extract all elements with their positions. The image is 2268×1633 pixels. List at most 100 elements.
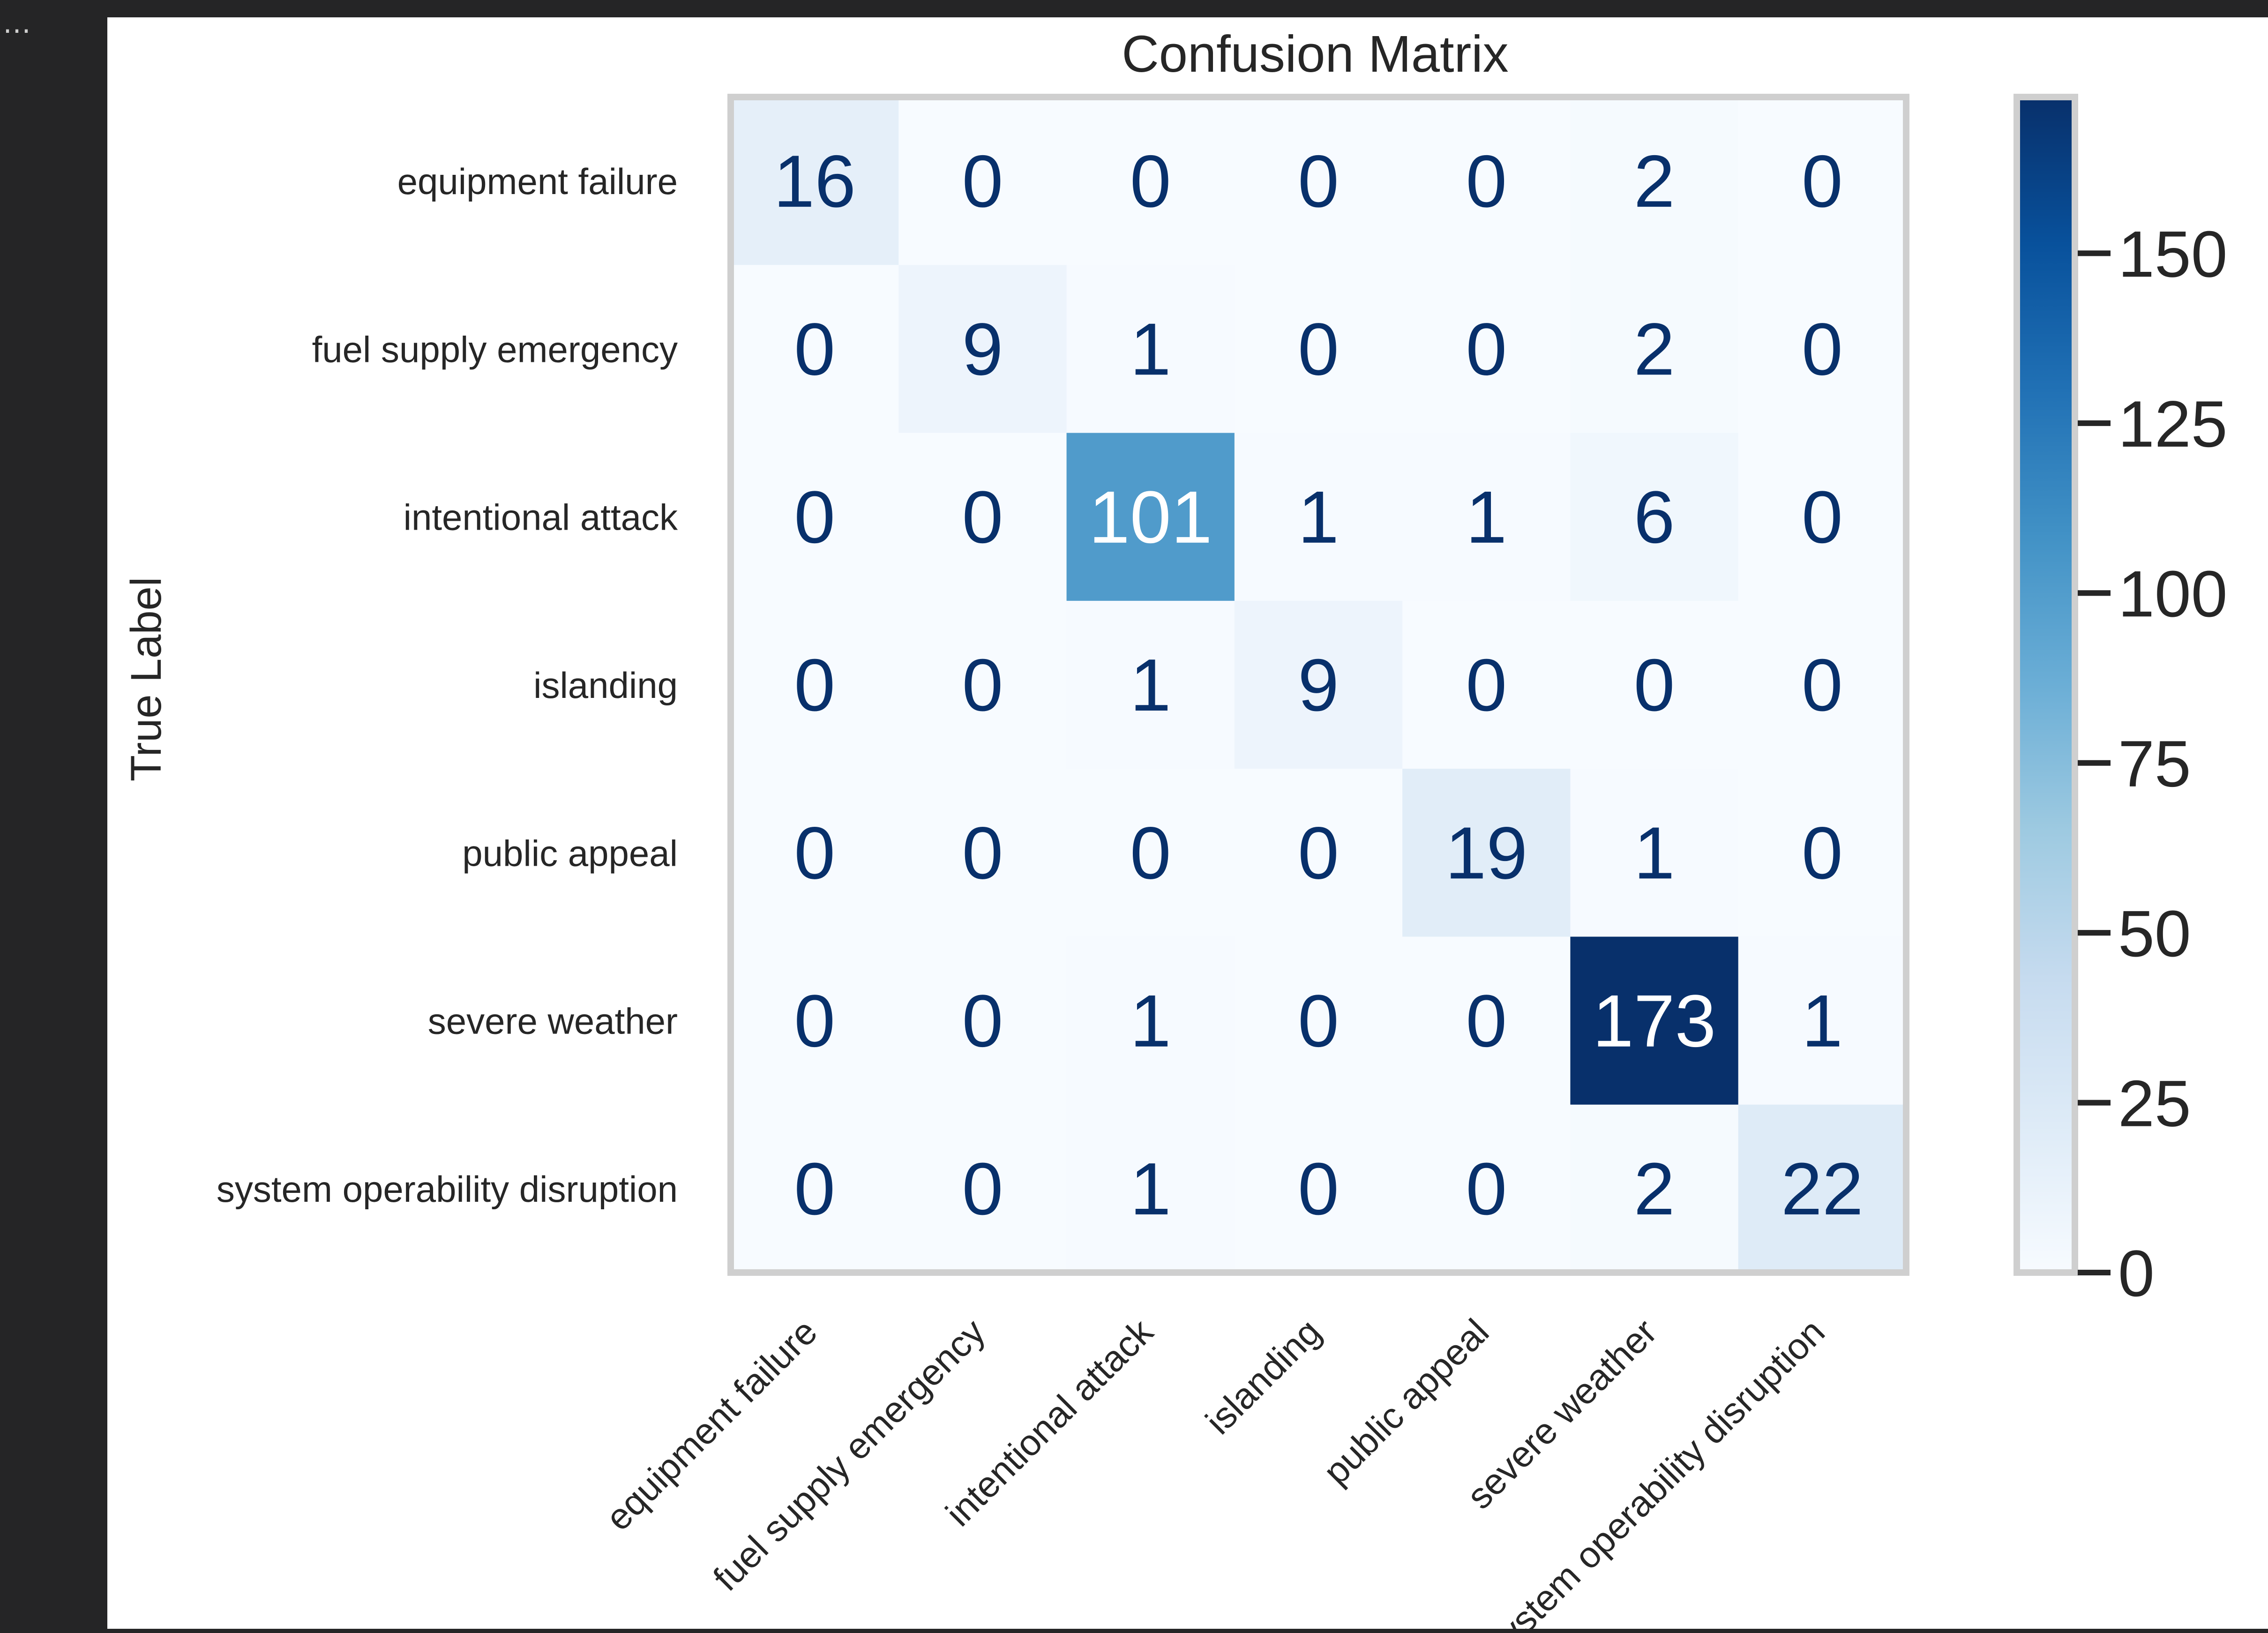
heatmap-cell	[1738, 600, 1907, 769]
colorbar-tick-label: 50	[2118, 897, 2191, 970]
heatmap-cell	[1738, 433, 1907, 601]
cell-value-label: 0	[1298, 980, 1339, 1063]
heatmap-cell	[898, 600, 1067, 769]
cell-value-label: 0	[962, 1148, 1003, 1230]
heatmap-cell	[1570, 97, 1739, 265]
cell-value-label: 1	[1130, 644, 1171, 727]
heatmap-cell	[1066, 769, 1235, 937]
y-tick-label: severe weather	[428, 1001, 678, 1042]
cell-value-label: 0	[794, 644, 835, 727]
cell-value-label: 1	[1298, 476, 1339, 559]
cell-value-label: 6	[1634, 476, 1675, 559]
heatmap-cell	[1234, 1104, 1403, 1273]
overflow-menu-icon[interactable]: …	[3, 7, 33, 40]
colorbar-tick-label: 150	[2118, 217, 2228, 291]
colorbar-tick-label: 25	[2118, 1067, 2191, 1140]
cell-value-label: 0	[1634, 644, 1675, 727]
cell-value-label: 1	[1130, 1148, 1171, 1230]
cell-value-label: 0	[1130, 140, 1171, 223]
heatmap-cell	[1234, 769, 1403, 937]
plot-output-panel: Confusion Matrix True Label 16 0 0 0 0 2 0 0 9 1 0…	[107, 17, 2268, 1629]
cell-value-label: 0	[794, 812, 835, 894]
heatmap-cell	[1234, 600, 1403, 769]
confusion-matrix-chart: Confusion Matrix True Label 16 0 0 0 0 2 00 9 1 0…	[122, 25, 2228, 1629]
colorbar-ticks: 0 25 50 75 100 125 150	[2078, 217, 2228, 1310]
heatmap-cell	[1570, 1104, 1739, 1273]
cell-value-label: 0	[1466, 140, 1507, 223]
cell-value-label: 0	[1298, 812, 1339, 894]
cell-value-label: 0	[794, 980, 835, 1063]
heatmap-cell	[1066, 1104, 1235, 1273]
heatmap-cell	[1066, 97, 1235, 265]
heatmap-cell	[1738, 769, 1907, 937]
cell-value-label: 0	[1802, 812, 1843, 894]
cell-value-label: 16	[773, 140, 856, 223]
cell-value-label: 0	[962, 980, 1003, 1063]
colorbar-tick-label: 75	[2118, 727, 2191, 801]
cell-value-label: 2	[1634, 308, 1675, 390]
heatmap-cell	[898, 265, 1067, 434]
cell-value-label: 0	[1466, 644, 1507, 727]
cell-value-label: 1	[1634, 812, 1675, 894]
heatmap-cell	[1066, 936, 1235, 1105]
heatmap-cell	[1570, 769, 1739, 937]
colorbar-tick-label: 0	[2118, 1236, 2155, 1310]
colorbar	[2014, 94, 2078, 1276]
heatmap-cell	[1570, 433, 1739, 601]
cell-value-label: 0	[1298, 1148, 1339, 1230]
cell-value-label: 0	[1298, 308, 1339, 390]
cell-value-label: 0	[1298, 140, 1339, 223]
cell-value-label: 22	[1781, 1148, 1864, 1230]
heatmap-cell	[1738, 97, 1907, 265]
y-tick-label: intentional attack	[404, 497, 678, 538]
heatmap-cell	[1234, 433, 1403, 601]
heatmap-cell	[731, 433, 899, 601]
cell-value-label: 0	[1466, 980, 1507, 1063]
heatmap-cell	[898, 936, 1067, 1105]
heatmap-cell	[731, 265, 899, 434]
cell-value-label: 0	[794, 1148, 835, 1230]
cell-value-label: 0	[1802, 140, 1843, 223]
heatmap-cell	[1738, 1104, 1907, 1273]
x-tick-label: public appeal	[1315, 1311, 1497, 1492]
y-axis-label: True Label	[122, 577, 170, 781]
x-tick-label: islanding	[1198, 1311, 1329, 1442]
x-tick-label: fuel supply emergency	[705, 1311, 993, 1599]
colorbar-tick-label: 125	[2118, 387, 2228, 461]
heatmap-cell	[731, 936, 899, 1105]
y-tick-label: system operability disruption	[217, 1169, 678, 1210]
heatmap-cell	[1570, 265, 1739, 434]
heatmap-cell	[1738, 936, 1907, 1105]
heatmap-cell	[1234, 265, 1403, 434]
heatmap-cell	[1234, 936, 1403, 1105]
heatmap-cell	[1402, 769, 1571, 937]
matrix-frame	[727, 94, 1909, 1276]
heatmap-cell	[1402, 433, 1571, 601]
heatmap-cell	[731, 769, 899, 937]
heatmap-cell-labels: 16 0 0 0 0 2 00 9 1 0 0 2 00 0 101 1 1 6 00 0 1 9 0 0 00 0 0 0 19 1 00…	[773, 140, 1863, 1230]
heatmap-cell	[898, 1104, 1067, 1273]
y-tick-label: islanding	[533, 665, 678, 706]
heatmap-cell	[731, 97, 899, 265]
heatmap-cell	[1570, 936, 1739, 1105]
heatmap-cell	[1570, 600, 1739, 769]
y-tick-label: public appeal	[462, 832, 678, 874]
heatmap-cell	[731, 600, 899, 769]
cell-value-label: 1	[1802, 980, 1843, 1063]
cell-value-label: 0	[962, 812, 1003, 894]
cell-value-label: 0	[794, 308, 835, 390]
heatmap-cell	[898, 433, 1067, 601]
colorbar-tick-label: 100	[2118, 557, 2228, 630]
heatmap-cell	[898, 97, 1067, 265]
cell-value-label: 0	[962, 644, 1003, 727]
cell-value-label: 1	[1130, 308, 1171, 390]
heatmap-cell	[731, 1104, 899, 1273]
heatmap-cell	[1234, 97, 1403, 265]
cell-value-label: 173	[1593, 980, 1716, 1063]
cell-value-label: 9	[962, 308, 1003, 390]
cell-value-label: 0	[962, 140, 1003, 223]
cell-value-label: 0	[1466, 1148, 1507, 1230]
heatmap-cell	[1066, 600, 1235, 769]
heatmap-cell	[1402, 600, 1571, 769]
